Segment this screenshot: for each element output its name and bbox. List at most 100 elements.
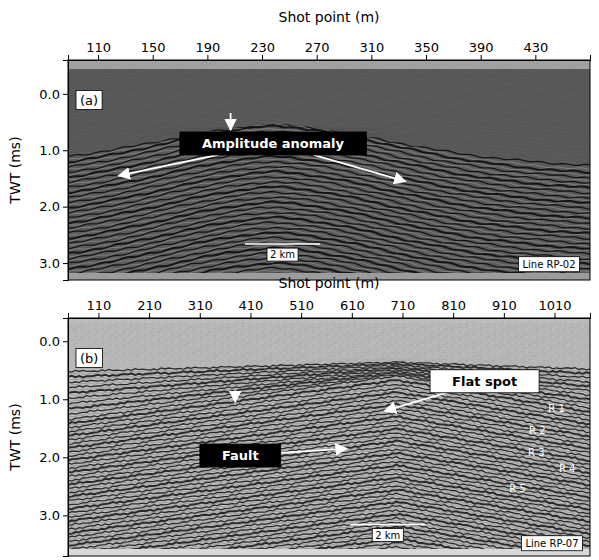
y-tick-label: 2.0 bbox=[39, 199, 60, 214]
reflector bbox=[68, 207, 590, 254]
x-tick-mark bbox=[149, 313, 150, 318]
trace bbox=[586, 318, 587, 556]
x-tick-mark bbox=[250, 313, 251, 318]
reflector bbox=[68, 113, 590, 115]
reflector bbox=[68, 253, 590, 280]
reflector-label: R 3 bbox=[528, 447, 545, 458]
reflector-label: R 4 bbox=[559, 463, 576, 474]
reflector bbox=[68, 351, 590, 353]
plot-area bbox=[68, 60, 590, 280]
x-tick: 350 bbox=[414, 40, 439, 60]
reflector bbox=[68, 110, 590, 112]
panel-label: (a) bbox=[80, 93, 98, 108]
trace bbox=[159, 318, 160, 556]
y-tick-mark bbox=[63, 150, 68, 151]
x-tick: 230 bbox=[250, 40, 275, 60]
reflector bbox=[68, 543, 590, 556]
x-axis-line bbox=[69, 313, 591, 319]
scale-bar-label: 2 km bbox=[270, 249, 295, 260]
x-tick: 310 bbox=[188, 298, 213, 318]
x-tick-label: 910 bbox=[492, 298, 517, 313]
trace bbox=[488, 60, 489, 280]
reflector bbox=[68, 539, 590, 556]
seismic-texture bbox=[68, 318, 590, 556]
panel-label-group: (a) bbox=[76, 91, 102, 110]
reflector bbox=[68, 125, 590, 173]
reflector bbox=[68, 273, 590, 280]
trace bbox=[166, 60, 167, 280]
reflector bbox=[68, 245, 590, 280]
reflector bbox=[68, 201, 590, 248]
x-tick: 210 bbox=[137, 298, 162, 318]
reflector bbox=[68, 80, 590, 82]
y-tick: 1.0 bbox=[39, 143, 68, 158]
x-tick-label: 610 bbox=[340, 298, 365, 313]
reflector bbox=[68, 265, 590, 280]
x-tick-mark bbox=[402, 313, 403, 318]
figure: 1101501902302703103503904300.01.02.03.0S… bbox=[0, 0, 599, 560]
y-tick-mark bbox=[63, 263, 68, 264]
x-tick-label: 110 bbox=[86, 40, 111, 55]
reflector bbox=[68, 261, 590, 280]
x-tick: 390 bbox=[469, 40, 494, 60]
x-tick-mark bbox=[207, 55, 208, 60]
reflector bbox=[68, 123, 590, 125]
x-tick: 150 bbox=[141, 40, 166, 60]
y-axis-line bbox=[63, 319, 69, 557]
y-tick-mark bbox=[63, 515, 68, 516]
x-tick-label: 310 bbox=[359, 40, 384, 55]
y-tick-label: 0.0 bbox=[39, 87, 60, 102]
y-tick: 0.0 bbox=[39, 87, 68, 102]
scale-bar-label-group: 2 km bbox=[372, 529, 403, 542]
reflector bbox=[68, 355, 590, 357]
reflector bbox=[68, 100, 590, 102]
scale-bar-label-box bbox=[267, 248, 298, 261]
y-axis-line bbox=[63, 61, 69, 281]
x-axis-line bbox=[69, 55, 591, 61]
reflector bbox=[68, 341, 590, 343]
y-tick-label: 2.0 bbox=[39, 450, 60, 465]
trace bbox=[117, 60, 118, 280]
y-axis: 0.01.02.03.0 bbox=[39, 319, 68, 557]
reflector bbox=[68, 103, 590, 105]
annotation-box bbox=[200, 444, 281, 467]
scale-bar-label-group: 2 km bbox=[267, 248, 298, 261]
seismic-ground bbox=[68, 318, 590, 556]
reflector bbox=[68, 75, 590, 77]
trace bbox=[320, 60, 321, 280]
trace bbox=[327, 318, 328, 556]
trace bbox=[222, 60, 223, 280]
reflector bbox=[68, 270, 590, 280]
x-axis-title: Shot point (m) bbox=[279, 275, 380, 291]
x-tick: 190 bbox=[195, 40, 220, 60]
x-tick-mark bbox=[262, 55, 263, 60]
x-tick-mark bbox=[317, 55, 318, 60]
reflector bbox=[68, 115, 590, 117]
y-tick: 2.0 bbox=[39, 450, 68, 465]
reflector bbox=[68, 92, 590, 94]
reflector bbox=[68, 343, 590, 345]
reflector bbox=[68, 108, 590, 110]
reflector bbox=[68, 219, 590, 267]
y-tick: 3.0 bbox=[39, 508, 68, 523]
annotation: Flat spot bbox=[452, 374, 517, 389]
line-name-group: Line RP-02 bbox=[518, 257, 579, 272]
reflector bbox=[68, 524, 590, 556]
x-tick-mark bbox=[504, 313, 505, 318]
scale-bar bbox=[245, 243, 320, 245]
bottom-band bbox=[68, 549, 590, 556]
reflector-label: R 5 bbox=[509, 483, 526, 494]
panel-label-box bbox=[76, 91, 102, 110]
y-tick-label: 1.0 bbox=[39, 143, 60, 158]
reflector-label: R 2 bbox=[529, 425, 546, 436]
x-tick: 510 bbox=[289, 298, 314, 318]
reflector bbox=[68, 345, 590, 347]
reflector bbox=[68, 77, 590, 79]
trace bbox=[586, 60, 587, 280]
x-tick: 810 bbox=[441, 298, 466, 318]
x-tick-mark bbox=[98, 313, 99, 318]
reflector bbox=[68, 125, 590, 127]
reflector-label: R 1 bbox=[548, 403, 565, 414]
reflector bbox=[68, 72, 590, 74]
y-tick-mark bbox=[63, 94, 68, 95]
